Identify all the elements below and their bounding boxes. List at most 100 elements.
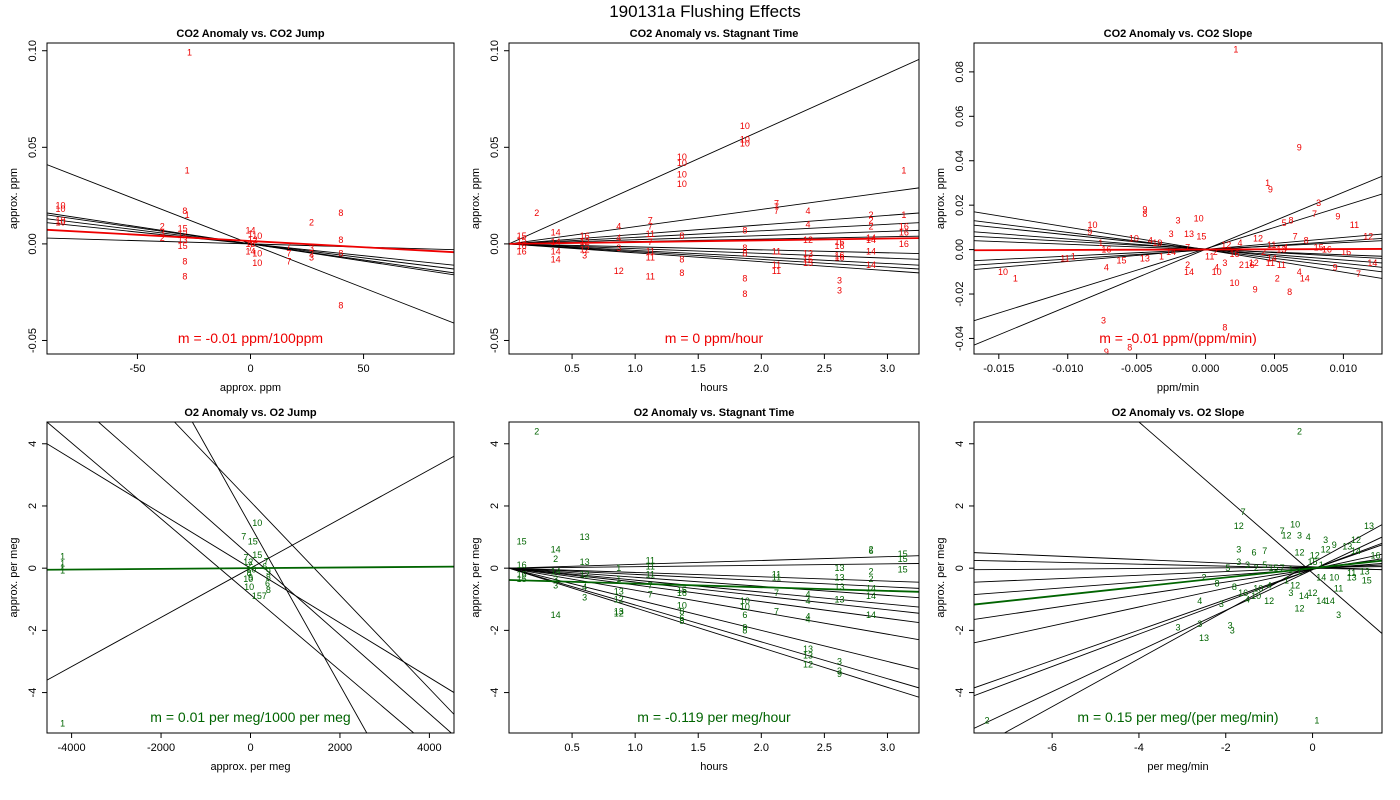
x-tick-label: 1.5 (691, 363, 706, 375)
x-tick-label: -2 (1221, 742, 1231, 754)
data-point-label: 10 (740, 602, 750, 612)
data-point-label: 15 (245, 239, 255, 249)
data-point-label: 1 (60, 551, 65, 561)
data-point-label: 1 (1013, 273, 1018, 283)
data-point-label: 6 (869, 546, 874, 556)
data-point-label: 13 (580, 532, 590, 542)
data-point-label: 8 (266, 585, 271, 595)
data-point-label: 10 (740, 121, 750, 131)
data-point-label: 1 (60, 566, 65, 576)
regression-line (974, 238, 1382, 266)
regression-line (1138, 422, 1382, 634)
slope-annotation: m = -0.01 ppm/(ppm/min) (1099, 330, 1257, 346)
data-point-label: 16 (517, 560, 527, 570)
slope-annotation: m = 0.01 per meg/1000 per meg (150, 709, 350, 725)
y-tick-label: -4 (27, 688, 39, 698)
panels: CO2 Anomaly vs. CO2 Jump1110101010812321… (8, 28, 1383, 773)
figure-title: 190131a Flushing Effects (609, 2, 801, 21)
regression-line (974, 211, 1382, 279)
panel-title: CO2 Anomaly vs. CO2 Jump (176, 28, 324, 40)
regression-line (509, 567, 919, 689)
data-point-label: 1 (60, 559, 65, 569)
data-point-label: 11 (1334, 583, 1343, 593)
data-point-label: 1 (187, 48, 192, 58)
data-point-label: 10 (740, 596, 750, 606)
data-point-label: 2 (309, 218, 314, 228)
regression-line (509, 222, 919, 245)
data-point-label: 13 (1184, 229, 1194, 239)
y-axis-label: approx. per meg (935, 537, 947, 617)
y-tick-label: 0.08 (954, 61, 966, 82)
data-point-label: 1 (60, 719, 65, 729)
data-point-label: 4 (1238, 238, 1243, 248)
data-point-label: 10 (56, 218, 66, 228)
data-point-label: 14 (551, 545, 561, 555)
data-point-label: 13 (1364, 521, 1374, 531)
data-point-label: 10 (246, 565, 256, 575)
data-point-label: 16 (835, 237, 845, 247)
data-point-label: 10 (998, 267, 1008, 277)
data-point-label: 14 (245, 225, 255, 235)
plot-frame (508, 421, 920, 734)
data-point-label: 12 (178, 229, 188, 239)
data-point-label: 8 (742, 289, 747, 299)
data-point-label: 3 (1222, 258, 1227, 268)
data-point-label: 4 (1197, 596, 1202, 606)
data-point-label: 15 (803, 254, 813, 264)
data-point-label: 8 (679, 616, 684, 626)
data-point-label: 13 (614, 586, 624, 596)
data-point-label: 8 (742, 274, 747, 284)
regression-line (509, 212, 919, 245)
data-point-label: 16 (580, 231, 590, 241)
data-point-label: 7 (774, 607, 779, 617)
x-tick-label: 2.0 (754, 742, 769, 754)
data-point-label: 5 (1225, 563, 1230, 573)
y-tick-label: 0.00 (954, 239, 966, 260)
data-point-label: 14 (866, 583, 876, 593)
data-point-label: 13 (1347, 573, 1357, 583)
data-point-label: 2 (985, 716, 990, 726)
slope-annotation: m = 0 ppm/hour (665, 330, 764, 346)
panel-1: CO2 Anomaly vs. CO2 Jump1110101010812321… (8, 28, 455, 394)
data-point-label: 11 (646, 252, 655, 262)
data-point-label: 14 (1184, 267, 1194, 277)
regression-line (974, 220, 1382, 273)
data-point-label: 14 (551, 566, 561, 576)
data-point-label: 3 (837, 666, 842, 676)
data-point-label: 14 (551, 610, 561, 620)
data-point-label: 11 (772, 573, 781, 583)
data-point-label: 16 (1245, 260, 1255, 270)
x-tick-label: -50 (129, 363, 145, 375)
data-point-label: 10 (677, 600, 687, 610)
overall-fit-line (47, 565, 454, 571)
data-point-label: 10 (56, 204, 66, 214)
data-point-label: 3 (1175, 216, 1180, 226)
panel-2: CO2 Anomaly vs. Stagnant Time10101010101… (470, 28, 920, 394)
data-point-label: 2 (869, 574, 874, 584)
data-point-label: 8 (679, 268, 684, 278)
data-point-label: 13 (580, 557, 590, 567)
x-tick-label: -2000 (147, 742, 175, 754)
data-point-label: 7 (774, 206, 779, 216)
plot-area: 1010101010101012151516161414141416121234… (509, 59, 919, 299)
data-point-label: 8 (679, 607, 684, 617)
panel-title: CO2 Anomaly vs. CO2 Slope (1104, 28, 1253, 40)
data-point-label: 7 (286, 249, 291, 259)
y-tick-label: 0.02 (954, 194, 966, 215)
data-point-label: 14 (1299, 591, 1309, 601)
data-point-label: 3 (1323, 535, 1328, 545)
data-point-label: 3 (1175, 622, 1180, 632)
data-point-label: 3 (1228, 621, 1233, 631)
y-tick-label: -2 (954, 625, 966, 635)
data-point-label: 8 (338, 301, 343, 311)
data-point-label: 7 (648, 580, 653, 590)
data-point-label: 15 (898, 549, 908, 559)
x-tick-label: -4 (1134, 742, 1144, 754)
x-tick-label: -0.005 (1121, 363, 1152, 375)
regression-line (509, 563, 919, 569)
y-tick-label: 0.04 (954, 150, 966, 171)
data-point-label: 2 (869, 545, 874, 555)
data-point-label: 10 (1212, 267, 1222, 277)
